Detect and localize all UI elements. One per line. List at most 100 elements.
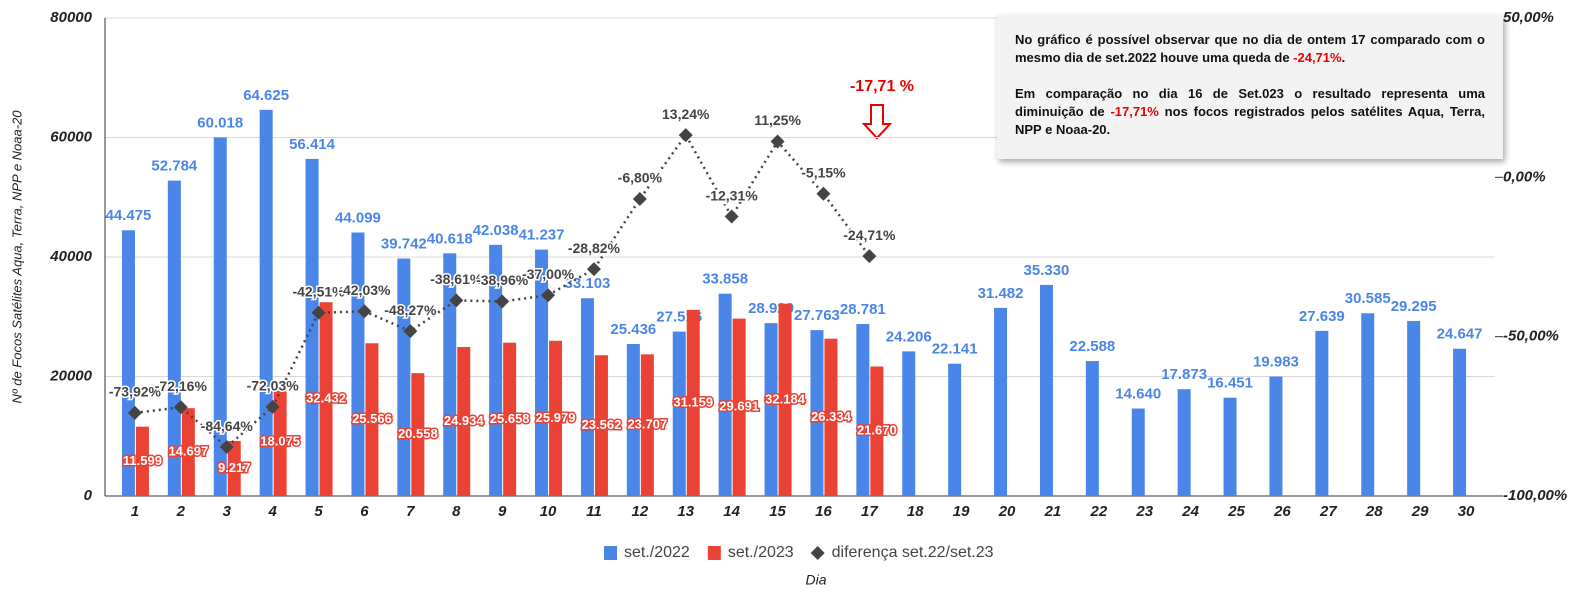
data-label: -37,00% [522,266,575,282]
bar [457,347,471,496]
note-paragraph: Em comparação no dia 16 de Set.023 o res… [1015,85,1485,139]
note-text: . [1341,50,1346,65]
x-tick-label: 20 [998,503,1016,520]
marker [357,304,372,319]
data-label: 14.640 [1115,385,1161,402]
note-highlight: -24,71% [1293,50,1342,65]
bar [549,340,563,496]
data-label: 23.562 [582,417,622,432]
data-label: 33.858 [702,271,748,288]
data-label: 32.432 [306,391,346,406]
data-label: -38,96% [476,272,529,288]
bar [764,323,778,496]
bar [580,298,594,496]
bar [121,230,135,496]
bar [397,258,411,496]
data-label: 25.436 [610,321,656,338]
data-label: 44.099 [335,209,381,226]
x-tick-label: 28 [1365,503,1383,520]
bar [489,244,503,496]
data-label: 27.639 [1299,308,1345,325]
data-label: 29.691 [719,399,759,414]
data-label: 30.585 [1345,290,1391,307]
x-tick-label: 27 [1319,503,1337,520]
bar [594,355,608,496]
annotation-arrow [861,104,893,140]
note-text: nos focos registrados pelos satélites Aq… [1015,104,1485,137]
data-label: 42.038 [473,222,519,239]
data-label: -84,64% [201,418,254,434]
x-axis-label: Dia [805,572,826,588]
data-label: -24,71% [843,227,896,243]
data-label: 33.103 [565,275,611,292]
marker [449,293,464,308]
data-label: 21.670 [857,423,897,438]
x-tick-label: 2 [176,503,186,520]
data-label: -6,80% [618,170,663,186]
bar [732,318,746,496]
bar [305,158,319,497]
data-label: -42,51% [292,284,345,300]
data-label: -5,15% [801,164,846,180]
x-tick-label: 18 [907,503,924,520]
annotation: -17,71 % [850,78,914,95]
bar [227,440,241,496]
marker [541,288,556,303]
marker [724,209,739,224]
bar [1269,376,1283,496]
data-label: 16.451 [1207,375,1253,392]
data-label: 11,25% [754,112,801,128]
data-label: -42,03% [338,282,391,298]
bar [626,344,640,496]
marker [311,305,326,320]
data-label: -72,16% [155,378,208,394]
legend-label: set./2022 [624,544,690,561]
bar [259,109,273,496]
marker [632,192,647,207]
data-label: 25.979 [536,410,576,425]
bar [778,303,792,496]
data-label: 35.330 [1024,262,1070,279]
data-label: -28,82% [568,240,621,256]
x-tick-label: 4 [267,503,277,520]
data-label: 24.206 [886,328,932,345]
y2-tick-label: -50,00% [1503,328,1559,345]
data-label: 23.707 [627,417,667,432]
data-label: -72,03% [247,378,300,394]
bar [994,307,1008,496]
bar [1085,361,1099,496]
data-label: 19.983 [1253,354,1299,371]
data-label: 29.295 [1391,298,1437,315]
y-tick-label: 60000 [50,128,92,145]
x-tick-label: 5 [314,503,323,520]
bar [365,343,379,496]
x-tick-label: 8 [452,503,461,520]
x-tick-label: 19 [953,503,970,520]
bar [718,293,732,496]
x-tick-label: 12 [632,503,649,520]
data-label: 18.075 [260,433,300,448]
bar [1407,320,1421,496]
marker [403,324,418,339]
y-tick-label: 80000 [50,9,92,26]
x-tick-label: 30 [1458,503,1475,520]
bar [856,324,870,496]
data-label: 60.018 [197,114,243,131]
marker [127,405,142,420]
data-label: 20.558 [398,426,438,441]
x-tick-label: 6 [360,503,369,520]
data-label: 26.334 [811,409,852,424]
x-tick-label: 10 [540,503,557,520]
legend-swatch [707,546,721,560]
data-label: 11.599 [123,453,162,468]
bar [810,330,824,496]
data-label: 22.141 [932,341,978,358]
x-tick-label: 21 [1044,503,1062,520]
data-label: 14.697 [168,444,208,459]
data-label: -73,92% [109,384,162,400]
data-label: -48,27% [384,302,437,318]
y-tick-label: 20000 [49,367,92,384]
data-label: 28.781 [840,301,886,318]
